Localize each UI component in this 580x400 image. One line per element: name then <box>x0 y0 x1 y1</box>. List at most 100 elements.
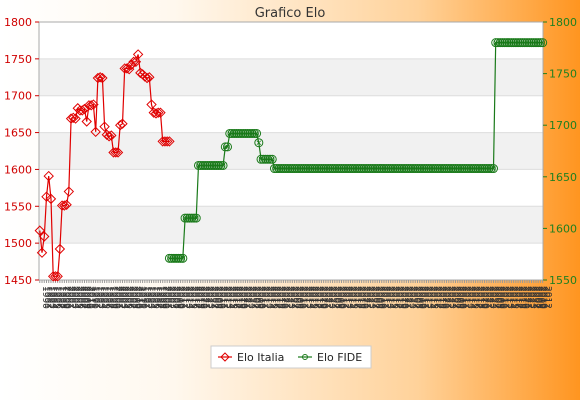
data-point <box>135 67 146 79</box>
data-point <box>79 103 90 115</box>
x-tick-label: 2008 <box>292 286 302 309</box>
series-elo-fide <box>164 38 548 263</box>
x-tick-label: 1996 <box>53 286 63 309</box>
x-tick-label: 2012 <box>543 286 553 309</box>
x-tick-label: 2008 <box>212 286 222 309</box>
right-y-axis: 1550 1600 1650 1700 1750 1800 <box>543 16 577 287</box>
x-tick-label: 2007 <box>451 286 461 309</box>
data-point <box>267 154 277 164</box>
grid-lines <box>38 21 544 281</box>
x-tick-label: 1997 <box>55 286 65 309</box>
x-tick-label: 2010 <box>297 286 307 309</box>
data-point <box>223 142 233 152</box>
x-tick-label: 1998 <box>107 286 117 309</box>
x-tick-label: 2003 <box>118 286 128 309</box>
x-tick-label: 2015 <box>388 286 398 309</box>
x-tick-label: 2018 <box>315 286 325 309</box>
x-tick-label: 2007 <box>330 286 340 309</box>
data-point-cross <box>491 166 496 171</box>
legend: Elo Italia Elo FIDE <box>210 345 372 369</box>
x-tick-label: 2020 <box>199 286 209 309</box>
x-tick-label: 2017 <box>313 286 323 309</box>
x-tick-label: 2011 <box>259 286 269 309</box>
data-point <box>92 72 104 84</box>
x-tick-label: 2020 <box>279 286 289 309</box>
x-tick-label: 2023 <box>245 286 255 309</box>
x-tick-label: 2011 <box>380 286 390 309</box>
x-tick-label: 2007 <box>210 286 220 309</box>
x-tick-label: 2018 <box>435 286 445 309</box>
x-tick-label: 2016 <box>351 286 361 309</box>
data-point <box>538 38 548 48</box>
x-tick-label: 1998 <box>156 286 166 309</box>
x-tick-label: 2009 <box>456 286 466 309</box>
x-tick-label: 2021 <box>523 286 533 309</box>
x-tick-label: 2014 <box>185 286 195 309</box>
x-tick-label: 2017 <box>232 286 242 309</box>
legend-frame <box>210 345 372 369</box>
x-tick-label: 2012 <box>181 286 191 309</box>
x-tick-label: 2011 <box>219 286 229 309</box>
x-tick-label: 2014 <box>306 286 316 309</box>
x-tick-label: 2015 <box>348 286 358 309</box>
x-tick-label: 1995 <box>149 286 159 309</box>
x-tick-label: 1991 <box>91 286 101 309</box>
x-tick-label: 2017 <box>272 286 282 309</box>
x-tick-label: 2012 <box>422 286 432 309</box>
data-point <box>126 59 137 70</box>
data-point <box>220 142 230 152</box>
left-tick-label: 1800 <box>4 16 32 29</box>
x-tick-label: 2016 <box>230 286 240 309</box>
x-tick-label: 2008 <box>333 286 343 309</box>
x-tick-label: 2003 <box>69 286 79 309</box>
x-tick-label: 2010 <box>134 286 144 309</box>
x-tick-label: 2023 <box>286 286 296 309</box>
x-tick-label: 2011 <box>136 286 146 309</box>
right-tick-label: 1650 <box>549 171 577 184</box>
x-tick-label: 2018 <box>355 286 365 309</box>
x-tick-label: 1994 <box>147 286 157 309</box>
x-tick-label: 2012 <box>342 286 352 309</box>
x-tick-label: 2017 <box>192 286 202 309</box>
data-point <box>50 271 61 282</box>
x-tick-label: 2000 <box>111 286 121 309</box>
x-tick-label: 2011 <box>339 286 349 309</box>
x-tick-label: 2004 <box>71 286 81 309</box>
x-tick-label: 2019 <box>397 286 407 309</box>
data-point <box>254 138 264 148</box>
data-point <box>101 129 113 140</box>
data-point <box>34 225 45 236</box>
x-tick-label: 2016 <box>310 286 320 309</box>
x-tick-label: 2018 <box>234 286 244 309</box>
plot-band <box>39 206 543 244</box>
x-tick-label: 2024 <box>288 286 298 309</box>
x-tick-label: 2017 <box>353 286 363 309</box>
x-tick-label: 1996 <box>152 286 162 309</box>
x-tick-label: 1999 <box>158 286 168 309</box>
data-point <box>249 128 259 138</box>
data-point <box>218 160 228 170</box>
data-point <box>112 147 124 158</box>
data-point <box>65 113 77 124</box>
data-point <box>123 63 135 75</box>
x-tick-label: 2012 <box>502 286 512 309</box>
x-tick-label: 2024 <box>207 286 217 309</box>
x-tick-label: 2004 <box>120 286 130 309</box>
x-tick-label: 2014 <box>426 286 436 309</box>
x-tick-label: 2022 <box>485 286 495 309</box>
x-tick-label: 2009 <box>295 286 305 309</box>
x-tick-label: 2012 <box>301 286 311 309</box>
x-tick-label: 1990 <box>40 286 50 309</box>
x-tick-label: 1992 <box>44 286 54 309</box>
x-tick-label: 2010 <box>418 286 428 309</box>
x-tick-label: 2023 <box>487 286 497 309</box>
data-point <box>265 154 275 164</box>
x-tick-label: 2008 <box>80 286 90 309</box>
left-tick-label: 1500 <box>4 237 32 250</box>
x-tick-label: 2011 <box>500 286 510 309</box>
x-tick-label: 2017 <box>433 286 443 309</box>
data-point <box>141 72 153 84</box>
x-tick-label: 2001 <box>64 286 74 309</box>
data-point <box>117 118 128 129</box>
